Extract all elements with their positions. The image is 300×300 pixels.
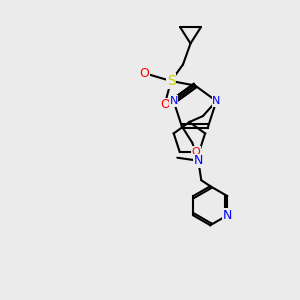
- Text: N: N: [169, 96, 178, 106]
- Text: O: O: [139, 67, 149, 80]
- Text: N: N: [194, 154, 203, 167]
- Text: N: N: [212, 96, 220, 106]
- Text: O: O: [192, 147, 200, 157]
- Text: S: S: [167, 74, 176, 88]
- Text: N: N: [223, 209, 232, 222]
- Text: O: O: [160, 98, 170, 112]
